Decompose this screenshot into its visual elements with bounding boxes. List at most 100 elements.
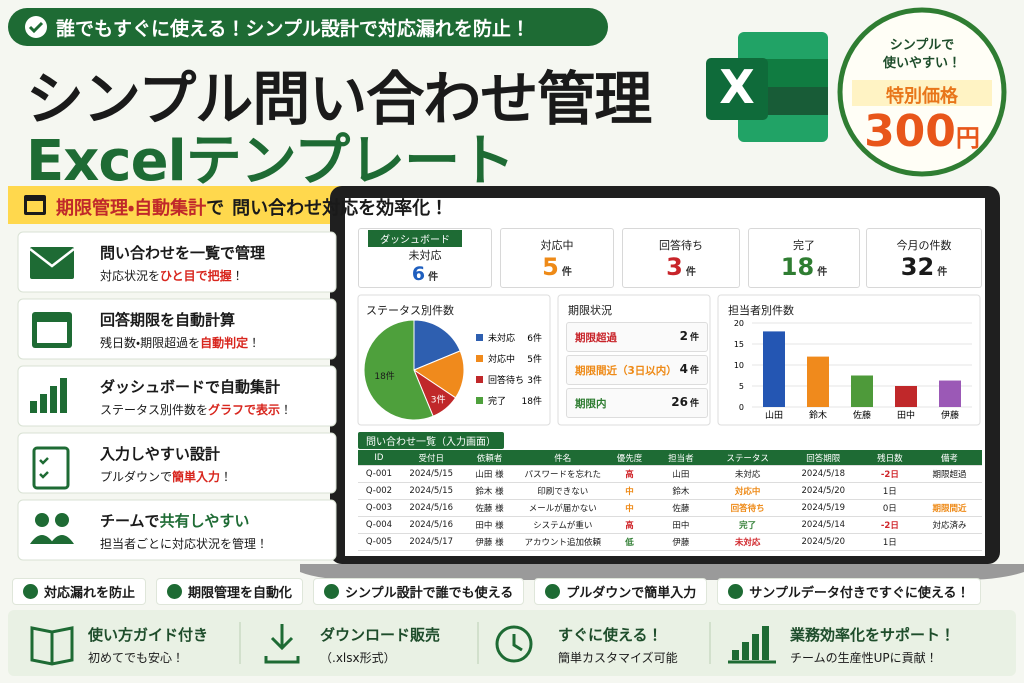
bottom-desc: 簡単カスタマイズ可能	[558, 651, 678, 665]
kpi-unit: 件	[817, 267, 828, 278]
bottom-icons	[30, 624, 776, 666]
bottom-title: 使い方ガイド付き	[88, 626, 209, 644]
column-header: 受付日	[399, 450, 463, 466]
desc-part: 自動判定	[200, 336, 249, 350]
bottom-desc: チームの生産性UPに貢献！	[790, 651, 938, 665]
feature-card	[17, 432, 337, 494]
legend-name: 完了	[488, 396, 506, 407]
desc-part: ！	[220, 470, 233, 484]
badge-label: 特別価格	[886, 86, 958, 107]
bottom-title: すぐに使える！	[558, 626, 663, 644]
table-cell: 回答待ち	[711, 499, 784, 517]
kpi-card: 完了 18 件	[748, 228, 860, 288]
icon-bar	[60, 378, 67, 413]
feature-desc: 残日数・期限超過を自動判定！	[100, 334, 260, 351]
check-pill: 対応漏れを防止	[12, 578, 147, 605]
column-header: 依頼者	[462, 450, 517, 466]
desc-part: 残日数・期限超過を	[100, 336, 201, 350]
legend-value: 18件	[522, 395, 542, 407]
bar	[763, 331, 785, 407]
bar	[895, 386, 917, 407]
table-cell: 田中	[650, 516, 712, 534]
price-unit: 円	[955, 124, 980, 152]
table-cell: システムが重い	[516, 516, 609, 534]
feature-card	[17, 365, 337, 427]
feature-card	[17, 231, 337, 293]
deadline-row: 期限内 26 件	[566, 388, 708, 418]
desc-part: ひと目で把握	[160, 269, 232, 283]
table-cell: パスワードを忘れた	[516, 465, 609, 483]
bar	[851, 375, 873, 407]
table-cell: 2024/5/20	[783, 533, 863, 551]
legend-name: 回答待ち	[488, 374, 524, 386]
icon-bar	[752, 634, 759, 660]
deadline-title: 期限状況	[568, 304, 612, 317]
banner-pill	[8, 8, 608, 46]
check-pill: シンプル設計で誰でも使える	[313, 578, 525, 605]
table-cell: 1日	[862, 533, 917, 551]
kpi-value: 3	[666, 253, 683, 281]
deadline-unit: 件	[689, 366, 699, 376]
table-cell: 完了	[711, 516, 784, 534]
table-cell: 対応済み	[916, 516, 982, 534]
table-cell: 2024/5/14	[783, 516, 863, 534]
table-cell: 0日	[862, 499, 917, 517]
pie-slice	[413, 319, 461, 371]
desc-part: ！	[248, 336, 261, 350]
column-header: 残日数	[862, 450, 917, 466]
table-cell: 2024/5/15	[399, 482, 463, 500]
tagline-rest: 問い合わせ対応を効率化！	[232, 198, 449, 219]
legend-name: 対応中	[488, 353, 515, 365]
legend-swatch	[476, 355, 483, 362]
deadline-row: 期限間近（3日以内） 4 件	[566, 355, 708, 385]
table-row: Q-005 2024/5/17 伊藤 様アカウント追加依頼低伊藤 未対応 2024/5/…	[358, 533, 982, 551]
table-cell: 田中 様	[462, 516, 517, 534]
kpi-value-line: 18 件	[749, 253, 859, 281]
kpi-card: 対応中 5 件	[500, 228, 614, 288]
icon-clipboard	[32, 446, 70, 490]
table-cell: 佐藤 様	[462, 499, 517, 517]
table-cell: 2024/5/17	[399, 533, 463, 551]
feature-title: チームで共有しやすい	[100, 510, 249, 531]
icon-envelope-flap	[29, 248, 75, 268]
icon-clock	[495, 625, 533, 663]
check-text: 期限管理を自動化	[188, 586, 293, 601]
pie-label: 3件	[431, 393, 446, 405]
bottom-dividers	[239, 622, 711, 664]
kpi-card: 回答待ち 3 件	[622, 228, 740, 288]
icon-bar	[742, 642, 749, 660]
table-row: Q-004 2024/5/16 田中 様システムが重い高田中 完了 2024/5/14-…	[358, 516, 982, 534]
check-text: サンプルデータ付きですぐに使える！	[749, 586, 970, 601]
table-cell	[916, 533, 982, 551]
x-tick-label: 山田	[765, 410, 783, 421]
table-cell: Q-001	[358, 465, 400, 483]
desc-part: ！	[280, 403, 293, 417]
table-cell: 山田 様	[462, 465, 517, 483]
kpi-unit: 件	[428, 272, 439, 283]
icon-book	[30, 626, 74, 666]
desc-part: ！	[231, 269, 244, 283]
table-cell: 高	[608, 465, 651, 483]
x-tick-label: 田中	[897, 409, 915, 421]
table-cell: アカウント追加依頼	[516, 533, 609, 551]
icon-bar	[762, 626, 769, 660]
badge-line2: 使いやすい！	[882, 56, 961, 71]
table-cell: 1日	[862, 482, 917, 500]
table-cell: 鈴木	[650, 482, 712, 500]
feature-title: 回答期限を自動計算	[100, 309, 235, 330]
kpi-value: 6	[411, 263, 426, 285]
banner-check-mark	[28, 21, 44, 34]
title-part: 共有しやすい	[159, 512, 250, 530]
table-row: Q-003 2024/5/16 佐藤 様メールが届かない中佐藤 回答待ち 2024/5/…	[358, 499, 982, 517]
table-cell: 佐藤	[650, 499, 712, 517]
check-icon	[167, 584, 183, 599]
table-cell: 山田	[650, 465, 712, 483]
title-part: ダッシュボードで自動集計	[100, 378, 281, 396]
desc-part: 簡単入力	[172, 470, 221, 484]
y-tick-label: 10	[734, 361, 744, 370]
banner-text: 誰でもすぐに使える！シンプル設計で対応漏れを防止！	[56, 18, 530, 40]
x-tick-label: 鈴木	[809, 409, 827, 421]
icon-calendar-face	[37, 322, 67, 343]
y-tick-label: 20	[734, 319, 744, 328]
